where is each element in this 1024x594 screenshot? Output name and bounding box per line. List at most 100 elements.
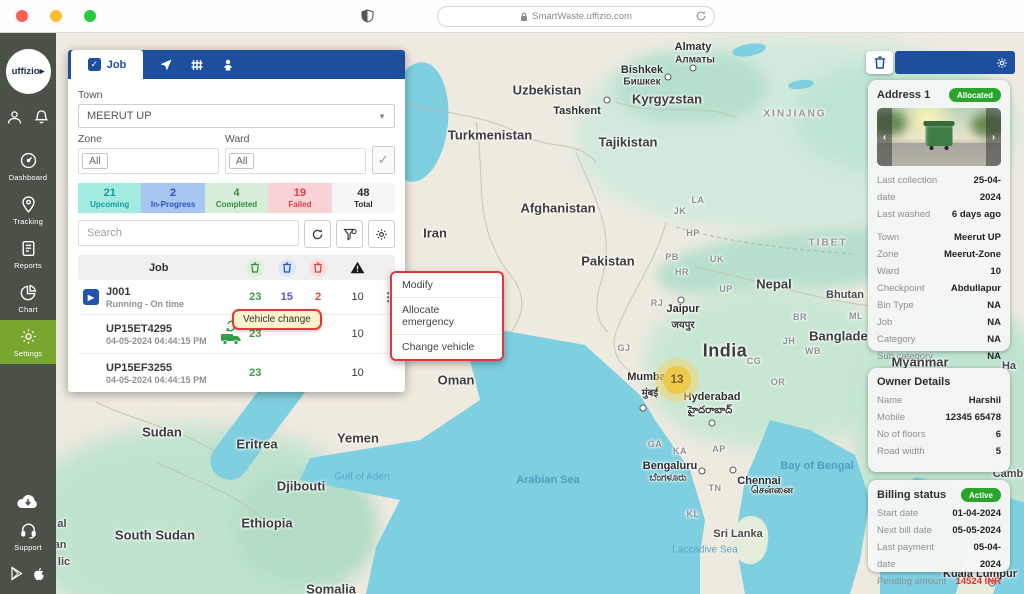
address-bar[interactable]: SmartWaste.uffizio.com [437,6,715,27]
menu-item-modify[interactable]: Modify [392,273,502,298]
minimize-window-button[interactable] [50,10,62,22]
gear-icon [376,228,387,240]
cloud-download-icon[interactable] [15,491,41,511]
gear-icon[interactable] [996,57,1008,69]
apply-filter-button[interactable]: ✓ [371,146,395,174]
vehicle-timestamp: 04-05-2024 04:44:15 PM [106,374,207,385]
zone-chip[interactable]: All [82,153,108,169]
detail-value: 01-04-2024 [952,508,1001,519]
checkbox-icon: ✓ [87,58,101,71]
detail-row: Zone Meerut-Zone [877,246,1001,263]
search-input[interactable] [78,220,299,246]
job-stats: 21 Upcoming 2 In-Progress 4 Completed 19 Fai… [78,183,396,213]
vehicle-change-truck-icon[interactable] [220,320,242,346]
headset-icon [20,523,36,539]
url-text: SmartWaste.uffizio.com [532,11,632,22]
red-bin-icon[interactable] [309,258,328,277]
map-label-hyderabad: Hyderabad [683,391,741,403]
user-icon[interactable] [6,109,23,126]
sidebar-item-dashboard[interactable]: Dashboard [0,144,56,188]
map-label-almaty: Almaty [674,41,712,53]
map-label-bhutan: Bhutan [826,289,864,301]
menu-item-allocate-emergency[interactable]: Allocate emergency [392,298,502,335]
map-label--: ಬೆಂಗಳೂರು [649,472,687,484]
warning-icon[interactable] [350,261,365,274]
shield-icon[interactable] [361,9,374,23]
map-label-india: India [702,340,748,361]
stat-total[interactable]: 48 Total [331,183,396,213]
checkpoint-pin-icon[interactable] [221,58,235,72]
maximize-window-button[interactable] [84,10,96,22]
map-label--: சென்னை [750,485,794,496]
map-label-pakistan: Pakistan [581,253,635,269]
bell-icon[interactable] [33,109,50,126]
city-marker-dot[interactable] [988,579,996,587]
sidebar-item-support[interactable]: Support [0,511,56,558]
vehicle-row-up15et4295[interactable]: UP15ET4295 04-05-2024 04:44:15 PM 23 10 [78,315,395,354]
detail-row: Last collection date 25-04-2024 [877,172,1001,206]
detail-row: Name Harshil [877,392,1001,409]
billing-status-card: Billing status Active Start date 01-04-20… [868,480,1010,587]
sidebar-item-reports[interactable]: Reports [0,232,56,276]
detail-label: Last washed [877,209,931,220]
bin-tab[interactable] [866,51,893,74]
refresh-button[interactable] [304,220,331,248]
filter-button[interactable] [336,220,363,248]
detail-row: Start date 01-04-2024 [877,505,1001,522]
count-total: 10 [351,367,364,379]
vehicle-row-up15ef3255[interactable]: UP15EF3255 04-05-2024 04:44:15 PM 23 10 [78,354,395,392]
map-cluster-marker[interactable]: 13 [655,358,699,402]
apple-icon[interactable] [32,566,46,582]
city-marker-dot[interactable] [639,404,647,412]
count-green: 23 [249,367,262,379]
stat-in-progress[interactable]: 2 In-Progress [141,183,205,213]
stat-upcoming[interactable]: 21 Upcoming [78,183,142,213]
ward-input[interactable]: All [224,148,366,174]
blue-bin-icon[interactable] [277,258,296,277]
map-label-tajikistan: Tajikistan [598,134,658,150]
close-window-button[interactable] [16,10,28,22]
stat-completed[interactable]: 4 Completed [204,183,269,213]
reload-icon[interactable] [695,10,707,22]
settings-button[interactable] [368,220,395,248]
detail-label: Zone [877,249,899,260]
bin-photo-carousel: ‹ › [877,108,1001,166]
ward-chip[interactable]: All [228,153,255,169]
town-select[interactable]: MEERUT UP ▼ [78,104,395,128]
ward-label: Ward [224,133,250,145]
sidebar-nav: uffizio▸ Dashboard Tracking [0,32,56,594]
navigate-arrow-icon[interactable] [159,58,173,72]
city-marker-dot[interactable] [677,296,685,304]
sidebar-item-tracking[interactable]: Tracking [0,188,56,232]
map-label-bangladesh: Bangladesh [809,328,883,344]
pie-chart-icon [20,284,36,301]
detail-value: 05-04-2024 [973,542,1001,570]
sidebar-item-chart[interactable]: Chart [0,276,56,320]
play-store-icon[interactable] [10,566,24,581]
zone-label: Zone [78,133,102,145]
city-marker-dot[interactable] [603,96,611,104]
ward-grid-icon[interactable] [190,58,204,72]
carousel-prev-button[interactable]: ‹ [877,108,892,166]
zone-input[interactable]: All [78,148,219,174]
sidebar-item-settings[interactable]: Settings [0,320,56,364]
detail-row: No of floors 6 [877,426,1001,443]
city-marker-dot[interactable] [664,73,672,81]
tab-job[interactable]: ✓ Job [71,50,143,79]
map-label-arabian-sea: Arabian Sea [516,474,580,486]
stat-failed[interactable]: 19 Failed [268,183,332,213]
city-marker-dot[interactable] [698,467,706,475]
green-bin-icon[interactable] [246,258,265,277]
map-label-bay-of-bengal: Bay of Bengal [780,460,854,472]
owner-title: Owner Details [877,376,951,388]
map-label-sri-lanka: Sri Lanka [713,528,763,540]
carousel-next-button[interactable]: › [986,108,1001,166]
menu-item-change-vehicle[interactable]: Change vehicle [402,341,475,353]
job-play-icon[interactable]: ▶ [83,289,99,305]
city-marker-dot[interactable] [729,466,737,474]
map-label-somalia: Somalia [306,581,356,594]
detail-row: Checkpoint Abdullapur [877,280,1001,297]
city-marker-dot[interactable] [689,64,697,72]
city-marker-dot[interactable] [708,419,716,427]
